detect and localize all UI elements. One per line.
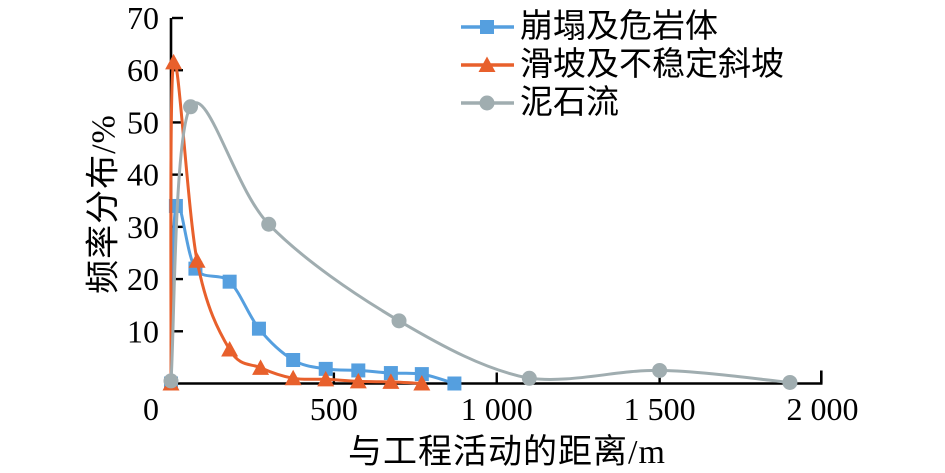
x-tick-label: 2 000	[787, 391, 859, 427]
legend-item-collapse-rockmass: 崩塌及危岩体	[461, 8, 784, 46]
square-marker	[351, 363, 366, 378]
square-marker	[251, 321, 266, 336]
y-tick-label: 20	[127, 261, 159, 297]
circle-marker	[521, 370, 537, 386]
y-tick-label: 70	[127, 0, 159, 36]
x-tick-label: 500	[310, 391, 358, 427]
square-marker	[447, 376, 462, 391]
legend-label: 滑坡及不稳定斜坡	[520, 46, 784, 83]
legend-triangle-marker-icon	[461, 56, 514, 72]
y-tick-label: 10	[127, 313, 159, 349]
y-tick-label: 60	[127, 52, 159, 88]
square-marker	[222, 274, 237, 289]
legend-item-debris-flow: 泥石流	[461, 84, 784, 122]
x-axis-title: 与工程活动的距离/m	[348, 434, 666, 471]
circle-marker	[261, 216, 277, 232]
legend-square-marker	[480, 20, 494, 34]
triangle-marker	[221, 341, 239, 357]
square-marker	[414, 367, 429, 382]
square-marker	[383, 366, 398, 381]
triangle-marker	[317, 370, 335, 387]
circle-marker	[391, 313, 407, 329]
legend-triangle-marker	[478, 56, 496, 72]
triangle-marker	[252, 359, 270, 375]
legend-item-landslide-unstable-slope: 滑坡及不稳定斜坡	[461, 46, 784, 84]
triangle-marker	[188, 252, 206, 268]
y-tick-label: 50	[127, 104, 159, 140]
series-landslide-unstable-slope	[162, 53, 431, 391]
series-collapse-rockmass	[164, 198, 462, 391]
series-line-collapse-rockmass	[169, 201, 456, 385]
circle-marker	[782, 374, 798, 390]
y-tick-label: 30	[127, 209, 159, 245]
x-tick-label: 1 500	[624, 391, 696, 427]
legend: 崩塌及危岩体 滑坡及不稳定斜坡 泥石流	[461, 8, 784, 122]
triangle-marker	[165, 53, 183, 70]
square-marker	[286, 353, 301, 368]
legend-label: 崩塌及危岩体	[520, 8, 718, 45]
triangle-marker	[349, 372, 367, 389]
series-debris-flow	[163, 99, 798, 390]
series-line-debris-flow	[169, 101, 792, 384]
x-tick-label: 0	[143, 391, 159, 427]
triangle-marker	[382, 373, 400, 389]
legend-square-marker-icon	[461, 20, 514, 34]
legend-label: 泥石流	[520, 84, 619, 121]
triangle-marker	[284, 369, 302, 386]
triangle-marker	[413, 375, 431, 391]
square-marker	[318, 361, 333, 376]
circle-marker	[652, 362, 668, 378]
circle-marker	[163, 373, 179, 389]
y-axis-title: 频率分布/%	[85, 114, 123, 294]
legend-circle-marker	[479, 95, 495, 111]
x-tick-label: 1 000	[461, 391, 533, 427]
series-line-landslide-unstable-slope	[169, 59, 424, 385]
y-tick-label: 40	[127, 157, 159, 193]
circle-marker	[183, 99, 199, 115]
legend-circle-marker-icon	[461, 95, 514, 111]
